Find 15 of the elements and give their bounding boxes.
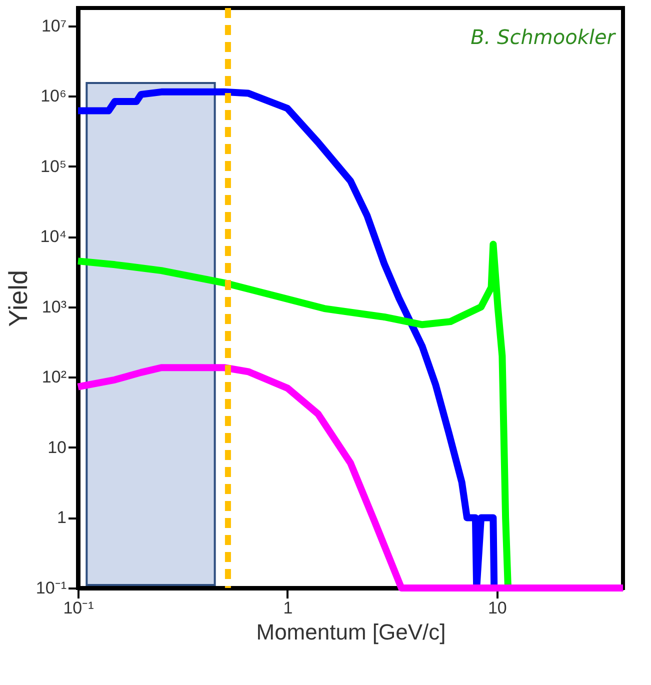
y-tick-label: 10² <box>42 368 67 387</box>
y-tick-label: 10⁻¹ <box>36 578 67 598</box>
annotation: B. Schmookler <box>470 25 617 49</box>
y-tick-label: 10⁵ <box>40 156 66 176</box>
x-axis-title: Momentum [GeV/c] <box>256 620 446 644</box>
y-tick-label: 1 <box>57 508 66 528</box>
x-tick-label: 10 <box>488 598 507 618</box>
y-axis-title: Yield <box>2 270 33 327</box>
x-tick-label: 10⁻¹ <box>63 598 94 618</box>
y-tick-label: 10 <box>48 438 66 457</box>
y-tick-label: 10³ <box>42 297 67 316</box>
y-tick-label: 10⁴ <box>40 227 66 246</box>
x-tick-label: 1 <box>283 598 293 618</box>
y-tick-label: 10⁶ <box>40 86 66 106</box>
y-tick-label: 10⁷ <box>41 16 66 36</box>
